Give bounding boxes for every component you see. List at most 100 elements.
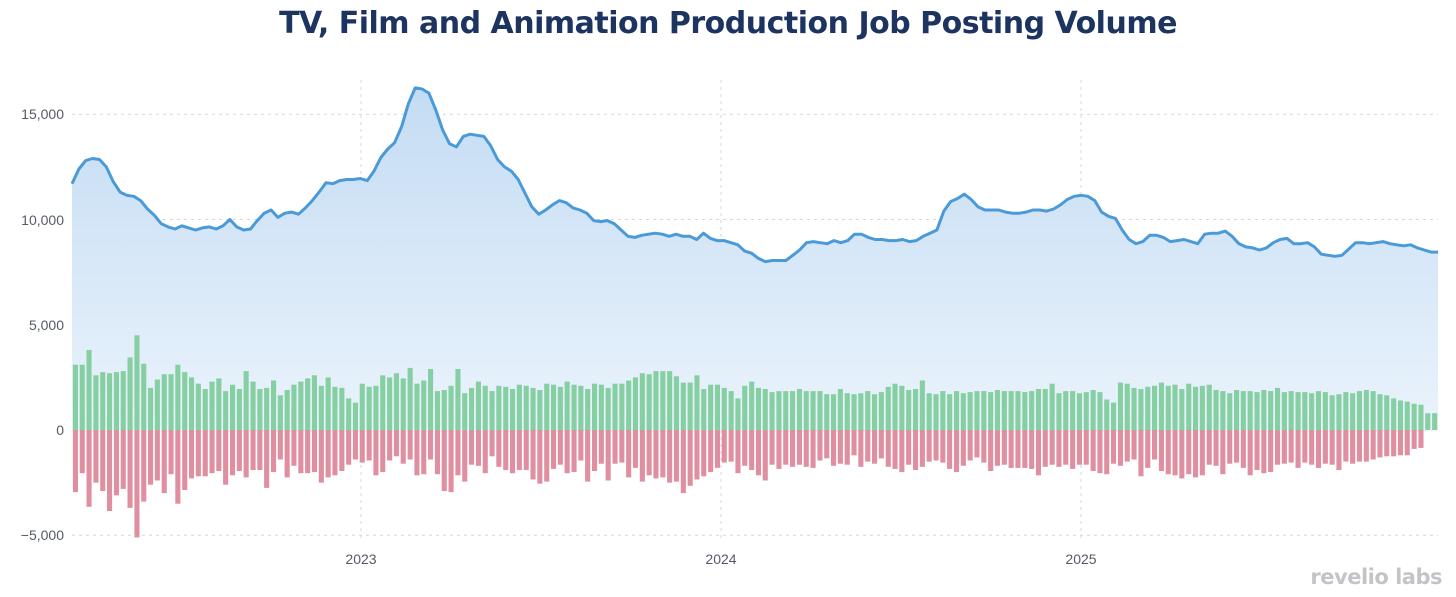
positive-bar — [680, 382, 686, 430]
positive-bar — [872, 394, 878, 430]
positive-bar — [1042, 389, 1048, 430]
positive-bar — [1363, 390, 1369, 430]
negative-bar — [393, 430, 399, 457]
negative-bar — [428, 430, 434, 460]
negative-bar — [680, 430, 686, 494]
negative-bar — [605, 430, 611, 481]
positive-bar — [810, 391, 816, 430]
negative-bar — [1315, 430, 1321, 468]
positive-bar — [974, 391, 980, 430]
negative-bar — [209, 430, 215, 474]
positive-bar — [1411, 403, 1417, 430]
positive-bar — [86, 350, 92, 430]
positive-bar — [1384, 395, 1390, 430]
negative-bar — [366, 430, 372, 461]
positive-bar — [776, 391, 782, 430]
positive-bar — [1391, 398, 1397, 430]
positive-bar — [489, 391, 495, 430]
positive-bar — [1035, 389, 1041, 430]
negative-bar — [195, 430, 201, 477]
positive-bar — [824, 394, 830, 430]
negative-bar — [1240, 430, 1246, 468]
negative-bar — [1370, 430, 1376, 460]
positive-bar — [462, 393, 468, 430]
negative-bar — [892, 430, 898, 469]
positive-bar — [1186, 383, 1192, 430]
positive-bar — [189, 377, 195, 430]
positive-bar — [742, 385, 748, 430]
negative-bar — [134, 430, 140, 538]
positive-bar — [906, 390, 912, 430]
negative-bar — [1397, 430, 1403, 456]
negative-bar — [1001, 430, 1007, 465]
negative-bar — [1111, 430, 1117, 464]
positive-bar — [421, 380, 427, 430]
positive-bar — [380, 375, 386, 430]
negative-bar — [988, 430, 994, 471]
negative-bar — [318, 430, 324, 483]
positive-bar — [1275, 387, 1281, 430]
negative-bar — [933, 430, 939, 461]
positive-bar — [598, 384, 604, 430]
positive-bar — [1083, 392, 1089, 430]
negative-bar — [837, 430, 843, 464]
negative-bar — [148, 430, 154, 485]
negative-bar — [544, 430, 550, 482]
negative-bar — [701, 430, 707, 477]
negative-bar — [1329, 430, 1335, 465]
negative-bar — [1350, 430, 1356, 464]
positive-bar — [414, 383, 420, 430]
negative-bar — [516, 430, 522, 470]
negative-bar — [954, 430, 960, 473]
negative-bar — [1309, 430, 1315, 465]
negative-bar — [1070, 430, 1076, 469]
negative-bar — [120, 430, 126, 489]
y-tick-label: 5,000 — [28, 316, 64, 333]
positive-bar — [1097, 392, 1103, 430]
negative-bar — [1247, 430, 1253, 476]
positive-bar — [1029, 391, 1035, 430]
negative-bar — [230, 430, 236, 476]
positive-bar — [1076, 393, 1082, 430]
positive-bar — [639, 373, 645, 430]
positive-bar — [387, 377, 393, 430]
positive-bar — [749, 381, 755, 430]
positive-bar — [1336, 394, 1342, 430]
positive-bar — [769, 392, 775, 430]
y-tick-label: 0 — [56, 422, 64, 438]
positive-bar — [1254, 392, 1260, 430]
negative-bar — [1281, 430, 1287, 464]
positive-bar — [858, 393, 864, 430]
negative-bar — [1193, 430, 1199, 478]
positive-bar — [919, 380, 925, 430]
positive-bar — [448, 385, 454, 430]
positive-bar — [926, 393, 932, 430]
positive-bar — [988, 392, 994, 430]
positive-bar — [202, 389, 208, 430]
positive-bar — [1158, 382, 1164, 430]
positive-bar — [455, 369, 461, 430]
negative-bar — [776, 430, 782, 469]
negative-bar — [100, 430, 106, 491]
negative-bar — [673, 430, 679, 482]
negative-bar — [1418, 430, 1424, 448]
positive-bar — [100, 372, 106, 430]
positive-bar — [496, 385, 502, 430]
positive-bar — [844, 393, 850, 430]
negative-bar — [1268, 430, 1274, 473]
positive-bar — [1268, 391, 1274, 430]
negative-bar — [940, 430, 946, 463]
positive-bar — [1404, 401, 1410, 430]
negative-bar — [783, 430, 789, 465]
positive-bar — [434, 391, 440, 430]
positive-bar — [960, 393, 966, 430]
positive-bar — [284, 390, 290, 430]
negative-bar — [1261, 430, 1267, 474]
negative-bar — [168, 430, 174, 475]
negative-bar — [496, 430, 502, 467]
negative-bar — [352, 430, 358, 460]
positive-bar — [1199, 385, 1205, 430]
positive-bar — [291, 384, 297, 430]
change-bars — [72, 335, 1438, 538]
positive-bar — [134, 335, 140, 430]
